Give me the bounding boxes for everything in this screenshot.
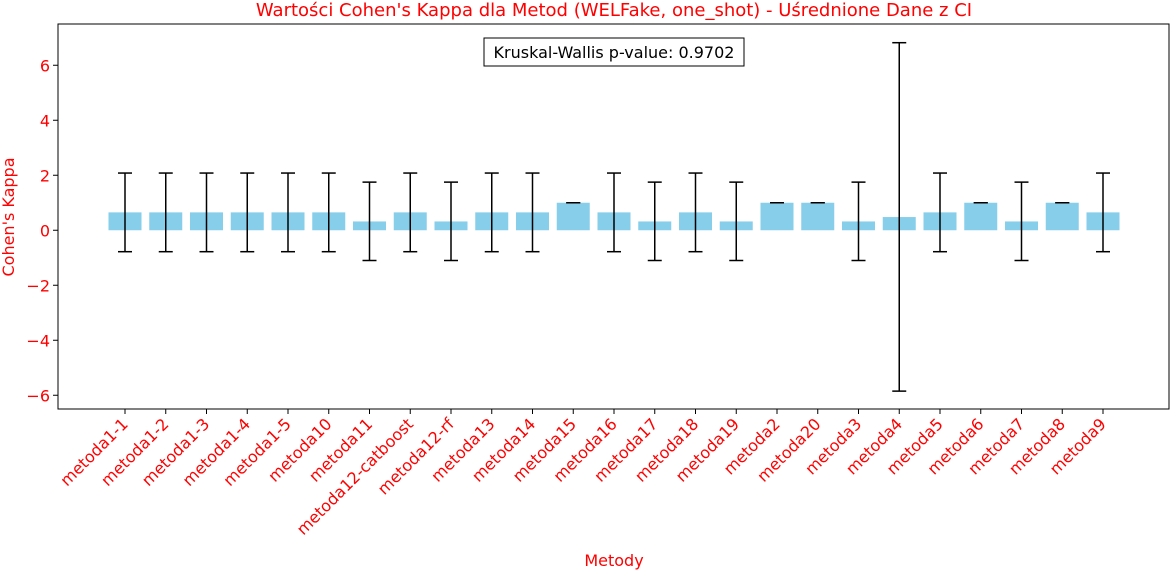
bar xyxy=(1045,202,1079,231)
chart-title: Wartości Cohen's Kappa dla Metod (WELFak… xyxy=(256,0,972,21)
y-tick-label: −2 xyxy=(26,276,50,295)
annotation-text: Kruskal-Wallis p-value: 0.9702 xyxy=(494,43,735,62)
bar xyxy=(964,202,998,231)
y-axis-label: Cohen's Kappa xyxy=(0,157,18,276)
y-tick-label: 0 xyxy=(40,221,50,240)
bar xyxy=(801,202,835,231)
bar xyxy=(760,202,794,231)
bar xyxy=(556,202,590,231)
y-tick-label: −4 xyxy=(26,331,50,350)
annotation-frame xyxy=(483,37,745,67)
y-tick-label: 6 xyxy=(40,56,50,75)
plot-area: −6−4−20246metoda1-1metoda1-2metoda1-3met… xyxy=(26,23,1170,539)
x-axis-label: Metody xyxy=(584,551,643,570)
y-tick-label: −6 xyxy=(26,386,50,405)
y-tick-label: 2 xyxy=(40,166,50,185)
annotation-box: Kruskal-Wallis p-value: 0.9702 xyxy=(483,37,745,67)
y-tick-label: 4 xyxy=(40,111,50,130)
